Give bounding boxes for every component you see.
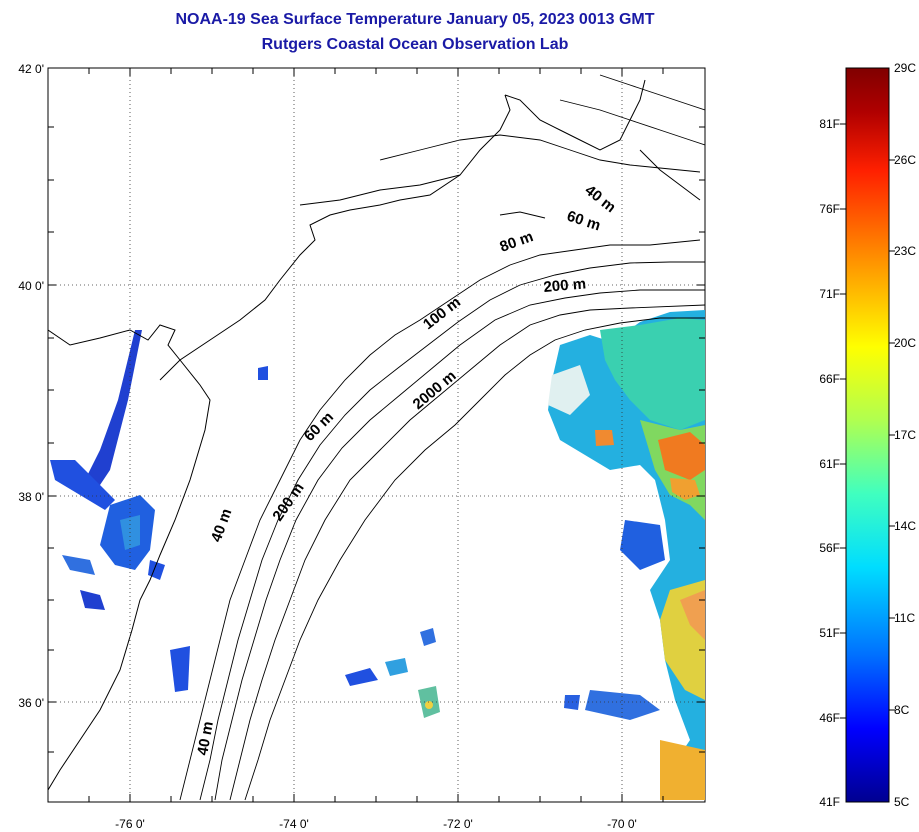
colorbar-c-label: 17C bbox=[894, 428, 916, 442]
colorbar-f-label: 46F bbox=[819, 711, 840, 725]
lon-label: -72 0' bbox=[443, 817, 473, 831]
contour-label: 40 m bbox=[194, 720, 217, 757]
lat-label: 38 0' bbox=[18, 490, 44, 504]
lon-label: -74 0' bbox=[279, 817, 309, 831]
lon-label: -76 0' bbox=[115, 817, 145, 831]
map-subtitle: Rutgers Coastal Ocean Observation Lab bbox=[261, 36, 569, 53]
longitude-labels: -76 0' -74 0' -72 0' -70 0' bbox=[115, 817, 637, 831]
colorbar-c-label: 14C bbox=[894, 519, 916, 533]
lat-label: 40 0' bbox=[18, 279, 44, 293]
colorbar-f-label: 76F bbox=[819, 202, 840, 216]
sst-offshore bbox=[548, 310, 705, 800]
bathymetry-contours bbox=[179, 74, 705, 801]
colorbar-gradient bbox=[845, 67, 890, 803]
lat-label: 42 0' bbox=[18, 62, 44, 76]
frame-ticks bbox=[48, 68, 705, 802]
colorbar-f-label: 41F bbox=[819, 795, 840, 809]
colorbar-c-label: 8C bbox=[894, 703, 910, 717]
lat-label: 36 0' bbox=[18, 696, 44, 710]
colorbar: 29C 26C 23C 20C 17C 14C 11C 8C 5C 81F 76… bbox=[819, 61, 916, 809]
colorbar-f-label: 61F bbox=[819, 457, 840, 471]
colorbar-c-label: 29C bbox=[894, 61, 916, 75]
bay-waters bbox=[50, 330, 165, 610]
colorbar-f-label: 66F bbox=[819, 372, 840, 386]
colorbar-c-label: 23C bbox=[894, 244, 916, 258]
gridlines bbox=[48, 68, 705, 802]
lon-label: -70 0' bbox=[607, 817, 637, 831]
map-title: NOAA-19 Sea Surface Temperature January … bbox=[175, 11, 655, 28]
colorbar-c-label: 11C bbox=[894, 611, 915, 625]
colorbar-c-label: 5C bbox=[894, 795, 910, 809]
colorbar-c-label: 26C bbox=[894, 153, 916, 167]
colorbar-f-label: 56F bbox=[819, 541, 840, 555]
latitude-labels: 42 0' 40 0' 38 0' 36 0' bbox=[18, 62, 44, 710]
colorbar-f-label: 71F bbox=[819, 287, 840, 301]
colorbar-f-label: 81F bbox=[819, 117, 840, 131]
coastline bbox=[48, 79, 701, 791]
contour-label: 200 m bbox=[543, 275, 587, 296]
colorbar-c-label: 20C bbox=[894, 336, 916, 350]
colorbar-f-label: 51F bbox=[819, 626, 840, 640]
